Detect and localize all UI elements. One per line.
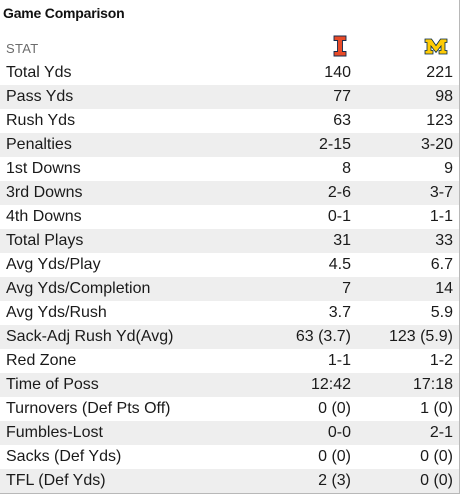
team1-value: 12:42 [310, 376, 351, 393]
table-row: Total Plays 31 33 [0, 229, 459, 253]
team2-value: 6.7 [430, 256, 453, 273]
team1-value: 63 (3.7) [295, 328, 351, 345]
team2-value: 98 [435, 88, 453, 105]
team2-value: 2-1 [429, 424, 453, 441]
table-row: Fumbles-Lost 0-0 2-1 [0, 421, 459, 445]
table-row: Sack-Adj Rush Yd(Avg) 63 (3.7) 123 (5.9) [0, 325, 459, 349]
stat-name: Total Plays [6, 232, 84, 249]
table-row: Avg Yds/Play 4.5 6.7 [0, 253, 459, 277]
stats-table: Total Yds 140 221 Pass Yds 77 98 Rush Yd… [0, 61, 459, 493]
table-row: Total Yds 140 221 [0, 61, 459, 85]
stat-name: TFL (Def Yds) [6, 472, 106, 489]
stat-name: Penalties [6, 136, 72, 153]
table-row: 1st Downs 8 9 [0, 157, 459, 181]
table-header: STAT [0, 33, 459, 61]
stat-name: Time of Poss [6, 376, 99, 393]
stat-name: Rush Yds [6, 112, 76, 129]
team1-value: 0 (0) [318, 400, 351, 417]
team2-value: 1-1 [429, 208, 453, 225]
stat-name: Red Zone [6, 352, 77, 369]
team2-value: 5.9 [430, 304, 453, 321]
team2-value: 1 (0) [420, 400, 453, 417]
stat-name: 4th Downs [6, 208, 82, 225]
table-row: Rush Yds 63 123 [0, 109, 459, 133]
team2-value: 3-7 [429, 184, 453, 201]
team2-value: 123 [426, 112, 453, 129]
team2-value: 1-2 [429, 352, 453, 369]
stat-name: Pass Yds [6, 88, 74, 105]
table-row: Sacks (Def Yds) 0 (0) 0 (0) [0, 445, 459, 469]
team1-value: 0-0 [327, 424, 351, 441]
team1-value: 2-15 [318, 136, 351, 153]
team1-value: 2 (3) [318, 472, 351, 489]
team2-value: 14 [435, 280, 453, 297]
team1-value: 140 [324, 64, 351, 81]
stat-name: Sacks (Def Yds) [6, 448, 122, 465]
team1-value: 8 [342, 160, 351, 177]
team2-value: 221 [426, 64, 453, 81]
stat-name: Avg Yds/Completion [6, 280, 151, 297]
stat-name: Total Yds [6, 64, 72, 81]
team1-value: 4.5 [328, 256, 351, 273]
team2-value: 123 (5.9) [388, 328, 453, 345]
team2-value: 3-20 [420, 136, 453, 153]
team1-value: 63 [333, 112, 351, 129]
table-row: Turnovers (Def Pts Off) 0 (0) 1 (0) [0, 397, 459, 421]
stat-name: Sack-Adj Rush Yd(Avg) [6, 328, 174, 345]
stat-name: Turnovers (Def Pts Off) [6, 400, 171, 417]
table-row: Time of Poss 12:42 17:18 [0, 373, 459, 397]
table-row: Penalties 2-15 3-20 [0, 133, 459, 157]
stat-name: 1st Downs [6, 160, 81, 177]
team2-value: 9 [444, 160, 453, 177]
table-row: Red Zone 1-1 1-2 [0, 349, 459, 373]
stat-name: Fumbles-Lost [6, 424, 103, 441]
team1-value: 0 (0) [318, 448, 351, 465]
stat-name: Avg Yds/Rush [6, 304, 107, 321]
stat-name: 3rd Downs [6, 184, 83, 201]
illinois-logo-icon [325, 34, 355, 58]
table-row: 4th Downs 0-1 1-1 [0, 205, 459, 229]
table-row: TFL (Def Yds) 2 (3) 0 (0) [0, 469, 459, 493]
stat-column-header[interactable]: STAT [6, 41, 39, 56]
michigan-logo-icon [421, 34, 451, 58]
team1-value: 1-1 [327, 352, 351, 369]
table-row: 3rd Downs 2-6 3-7 [0, 181, 459, 205]
team2-value: 0 (0) [420, 448, 453, 465]
team1-value: 0-1 [327, 208, 351, 225]
stat-name: Avg Yds/Play [6, 256, 101, 273]
team1-value: 3.7 [328, 304, 351, 321]
team1-value: 77 [333, 88, 351, 105]
team2-value: 33 [435, 232, 453, 249]
table-row: Avg Yds/Completion 7 14 [0, 277, 459, 301]
team1-value: 7 [342, 280, 351, 297]
team2-value: 0 (0) [420, 472, 453, 489]
team1-value: 31 [333, 232, 351, 249]
table-row: Avg Yds/Rush 3.7 5.9 [0, 301, 459, 325]
team2-value: 17:18 [412, 376, 453, 393]
table-row: Pass Yds 77 98 [0, 85, 459, 109]
panel-title: Game Comparison [3, 5, 125, 21]
team1-value: 2-6 [327, 184, 351, 201]
